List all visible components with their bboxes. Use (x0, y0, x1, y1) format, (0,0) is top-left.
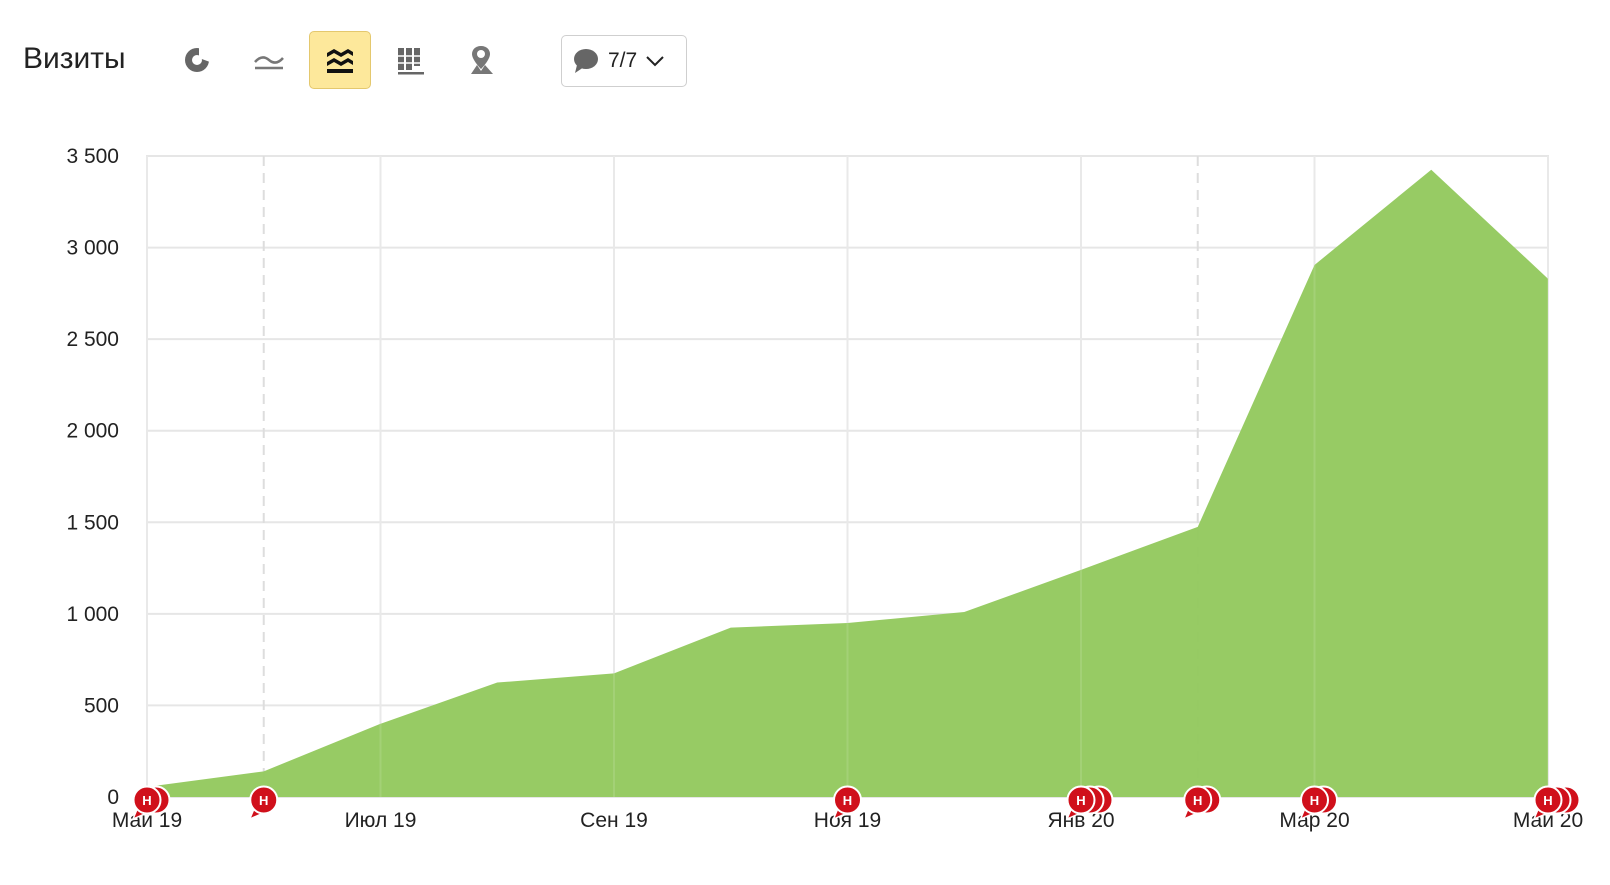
note-marker[interactable]: Н (1065, 785, 1114, 821)
chart-toolbar: Визиты (0, 0, 1610, 110)
area-series (147, 169, 1548, 797)
y-tick-label: 1 000 (66, 603, 119, 626)
x-tick-label: Мар 20 (1279, 809, 1349, 832)
data-point[interactable] (1312, 262, 1318, 268)
note-marker-bubble (1183, 785, 1213, 815)
note-marker-bubble (249, 785, 279, 815)
note-marker-bubble (1066, 785, 1096, 815)
y-tick-label: 1 500 (66, 511, 119, 534)
data-point[interactable] (261, 768, 267, 774)
area-chart-icon (327, 49, 353, 73)
data-point[interactable] (961, 609, 967, 615)
note-marker-label: Н (142, 793, 151, 808)
bar-chart-button[interactable] (380, 31, 442, 89)
comments-dropdown[interactable]: 7/7 (561, 35, 687, 87)
x-tick-label: Янв 20 (1047, 809, 1114, 832)
note-marker[interactable]: Н (131, 785, 171, 821)
data-point[interactable] (1078, 567, 1084, 573)
pie-chart-icon (185, 46, 211, 72)
note-marker[interactable]: Н (1532, 785, 1581, 821)
comments-count: 7/7 (608, 49, 638, 72)
data-point[interactable] (845, 620, 851, 626)
note-marker-bubble (1533, 785, 1563, 815)
chevron-down-icon (646, 56, 664, 67)
note-marker-bubble (132, 785, 162, 815)
note-marker-label: Н (1193, 793, 1202, 808)
y-tick-label: 3 000 (66, 237, 119, 260)
line-chart-button[interactable] (238, 31, 300, 89)
note-marker[interactable]: Н (832, 785, 862, 821)
note-marker-label: Н (1310, 793, 1319, 808)
note-marker[interactable]: Н (1182, 785, 1222, 821)
area-chart-button[interactable] (309, 31, 371, 89)
data-point[interactable] (1428, 167, 1434, 173)
y-tick-label: 3 500 (66, 145, 119, 168)
data-point[interactable] (1195, 524, 1201, 530)
note-marker-label: Н (843, 793, 852, 808)
data-point[interactable] (378, 721, 384, 727)
x-tick-label: Май 19 (112, 809, 182, 832)
map-button[interactable] (452, 31, 514, 89)
data-point[interactable] (494, 680, 500, 686)
line-chart-icon (254, 56, 284, 70)
x-tick-label: Сен 19 (580, 809, 648, 832)
note-marker-label: Н (259, 793, 268, 808)
pie-chart-button[interactable] (166, 31, 228, 89)
data-point[interactable] (728, 625, 734, 631)
y-tick-label: 2 500 (66, 328, 119, 351)
speech-bubble-icon (574, 49, 598, 73)
note-marker-bubble (1300, 785, 1329, 815)
data-point[interactable] (611, 670, 617, 676)
note-marker[interactable]: Н (248, 785, 279, 821)
x-tick-label: Июл 19 (345, 809, 417, 832)
chart-title: Визиты (23, 42, 126, 75)
note-marker[interactable]: Н (1299, 785, 1338, 821)
y-tick-label: 2 000 (66, 420, 119, 443)
note-marker-bubble (833, 785, 862, 815)
note-marker-label: Н (1076, 793, 1085, 808)
y-tick-label: 500 (84, 694, 119, 717)
y-tick-label: 0 (107, 786, 119, 809)
bar-chart-icon (398, 48, 424, 75)
map-icon (471, 46, 493, 74)
x-tick-label: Май 20 (1513, 809, 1583, 832)
x-tick-label: Ноя 19 (814, 809, 881, 832)
note-marker-label: Н (1543, 793, 1552, 808)
data-point[interactable] (1545, 276, 1551, 282)
